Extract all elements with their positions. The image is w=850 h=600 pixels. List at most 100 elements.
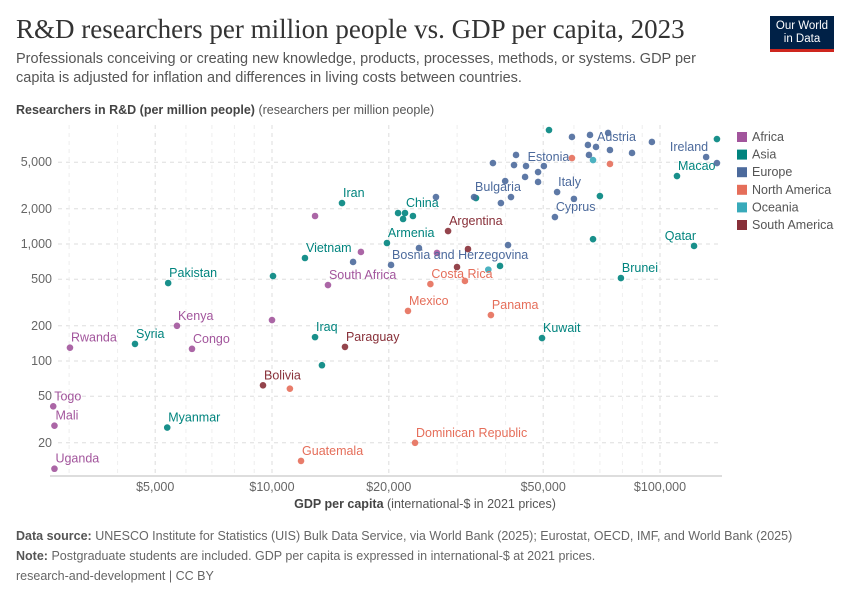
x-axis-label-unit: (international-$ in 2021 prices) xyxy=(387,497,556,511)
data-point-south-america xyxy=(453,263,461,271)
data-point-africa xyxy=(357,248,365,256)
x-axis-label: GDP per capita (international-$ in 2021 … xyxy=(0,497,850,511)
data-point-europe xyxy=(534,178,542,186)
data-point-europe xyxy=(489,159,497,167)
x-tick-label: $20,000 xyxy=(366,480,411,494)
point-label: Cyprus xyxy=(556,200,596,214)
data-point-north-america xyxy=(606,160,614,168)
point-label: Dominican Republic xyxy=(416,426,527,440)
data-point-europe xyxy=(584,141,592,149)
chart-subtitle: Professionals conceiving or creating new… xyxy=(16,51,696,86)
legend-label: South America xyxy=(752,218,833,232)
data-point-europe xyxy=(470,193,478,201)
data-point-north-america xyxy=(411,439,419,447)
data-point-asia xyxy=(617,274,625,282)
data-point-europe xyxy=(604,129,612,137)
data-point-africa xyxy=(188,345,196,353)
data-point-south-america xyxy=(444,227,452,235)
point-label: Bosnia and Herzegovina xyxy=(392,248,528,262)
logo-text: Our World in Data xyxy=(775,20,829,45)
data-point-north-america xyxy=(404,307,412,315)
data-point-europe xyxy=(387,261,395,269)
data-point-asia xyxy=(318,361,326,369)
point-label: Panama xyxy=(492,298,539,312)
data-point-asia xyxy=(673,172,681,180)
data-point-asia xyxy=(338,199,346,207)
data-point-south-america xyxy=(464,245,472,253)
data-point-south-america xyxy=(259,381,267,389)
data-point-asia xyxy=(131,340,139,348)
data-point-europe xyxy=(512,151,520,159)
legend-swatch xyxy=(737,184,747,195)
data-point-africa xyxy=(173,322,181,330)
data-point-asia xyxy=(164,279,172,287)
y-axis-label: Researchers in R&D (per million people) … xyxy=(16,103,434,117)
data-point-asia xyxy=(301,254,309,262)
point-label: South Africa xyxy=(329,268,396,282)
data-point-europe xyxy=(415,244,423,252)
data-point-africa xyxy=(51,465,58,473)
x-tick-label: $5,000 xyxy=(136,480,174,494)
data-point-oceania xyxy=(589,156,597,164)
point-label: Iran xyxy=(343,186,365,200)
data-point-north-america xyxy=(297,457,305,465)
legend-label: Asia xyxy=(752,148,776,162)
chart-title: R&D researchers per million people vs. G… xyxy=(16,14,685,44)
note-text: Postgraduate students are included. GDP … xyxy=(51,549,596,563)
legend-swatch xyxy=(737,132,747,142)
data-point-africa xyxy=(51,422,58,429)
data-point-europe xyxy=(592,143,600,151)
data-point-south-america xyxy=(341,343,349,351)
point-label: Bulgaria xyxy=(475,180,521,194)
data-point-africa xyxy=(324,281,332,289)
data-point-asia xyxy=(596,192,604,200)
point-label: Paraguay xyxy=(346,330,400,344)
point-label: Ireland xyxy=(670,140,708,154)
y-tick-label: 5,000 xyxy=(21,155,52,169)
owid-logo[interactable]: Our World in Data xyxy=(770,16,834,52)
data-point-europe xyxy=(585,151,593,159)
note: Note: Postgraduate students are included… xyxy=(16,549,595,563)
point-label: Vietnam xyxy=(306,241,352,255)
x-axis-label-bold: GDP per capita xyxy=(294,497,384,511)
data-point-europe xyxy=(349,258,357,266)
point-label: Mali xyxy=(55,409,78,423)
data-point-asia xyxy=(311,333,319,341)
data-point-asia xyxy=(269,272,277,280)
point-label: Uganda xyxy=(55,452,99,466)
data-point-europe xyxy=(606,146,614,154)
point-label: Syria xyxy=(136,327,165,341)
data-point-asia xyxy=(713,135,721,143)
data-point-asia xyxy=(394,209,402,217)
y-tick-label: 2,000 xyxy=(21,202,52,216)
point-label: Pakistan xyxy=(169,266,217,280)
data-point-europe xyxy=(507,193,515,201)
license[interactable]: research-and-development | CC BY xyxy=(16,569,214,583)
point-label: Macao xyxy=(678,159,716,173)
point-label: Congo xyxy=(193,332,230,346)
point-label: Austria xyxy=(597,130,636,144)
data-point-asia xyxy=(538,334,546,342)
y-tick-label: 200 xyxy=(31,319,52,333)
data-point-north-america xyxy=(568,154,576,162)
data-point-africa xyxy=(311,212,319,220)
point-label: Estonia xyxy=(528,150,570,164)
y-axis-label-unit: (researchers per million people) xyxy=(258,103,435,117)
data-point-asia xyxy=(399,215,407,223)
data-point-europe xyxy=(553,188,561,196)
point-label: Mexico xyxy=(409,294,449,308)
data-point-oceania xyxy=(485,266,492,273)
point-label: Qatar xyxy=(665,229,696,243)
data-point-asia xyxy=(690,242,698,250)
data-point-north-america xyxy=(461,277,469,285)
point-label: Myanmar xyxy=(168,411,220,425)
data-point-africa xyxy=(49,403,57,410)
data-point-africa xyxy=(433,249,441,257)
data-point-africa xyxy=(66,344,74,351)
y-tick-label: 500 xyxy=(31,272,52,286)
point-label: Guatemala xyxy=(302,444,363,458)
data-point-asia xyxy=(409,212,417,220)
source-label: Data source: xyxy=(16,529,92,543)
